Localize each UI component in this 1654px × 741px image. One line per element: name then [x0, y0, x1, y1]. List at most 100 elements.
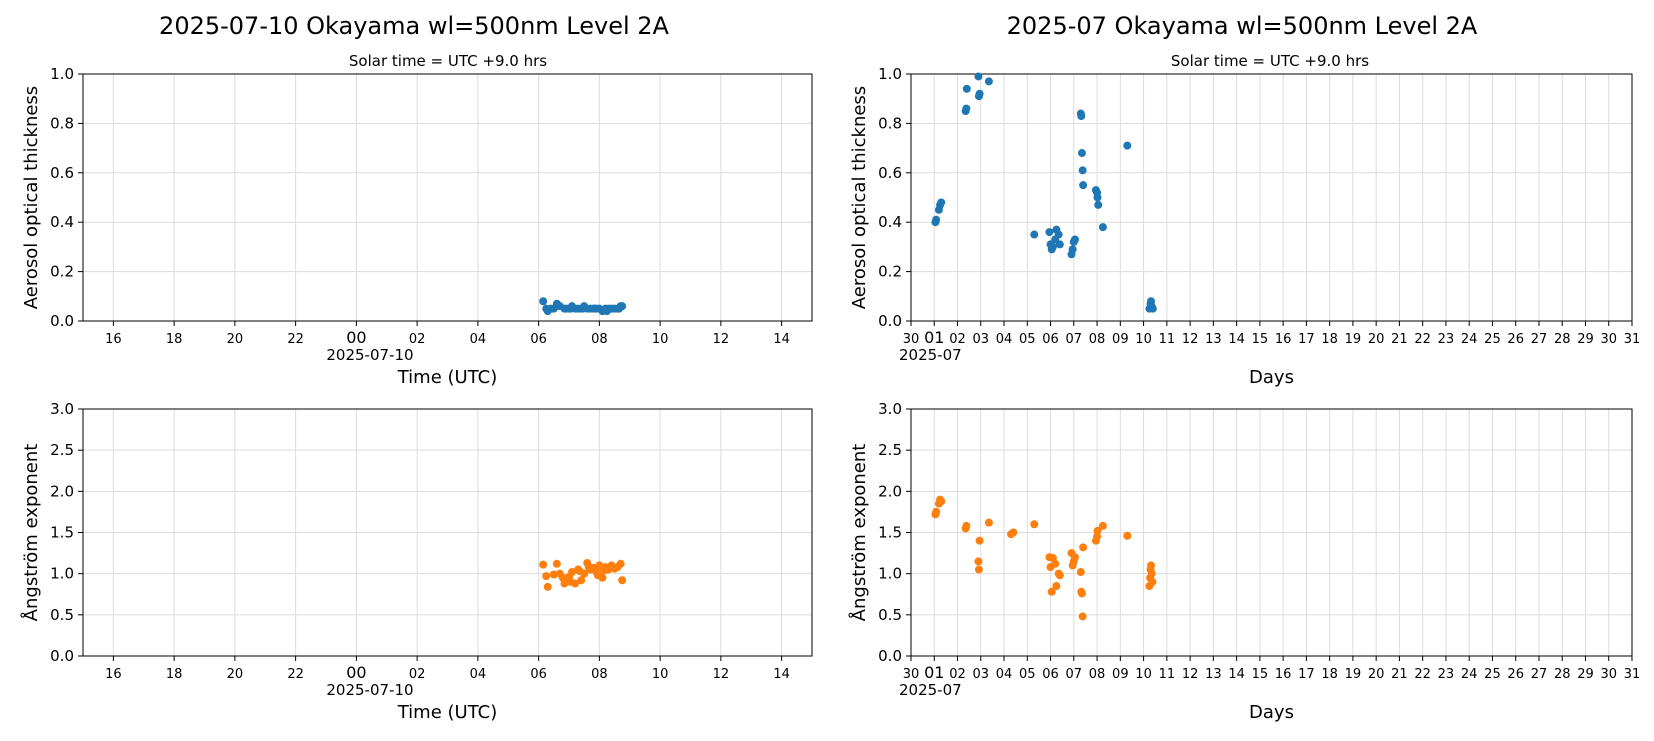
y-axis-label: Aerosol optical thickness: [849, 86, 870, 309]
data-point: [962, 104, 971, 113]
data-point: [984, 77, 993, 86]
x-tick-label: 08: [591, 667, 608, 682]
data-point: [1051, 559, 1060, 568]
data-point: [937, 198, 946, 207]
data-point: [602, 307, 611, 316]
data-point: [568, 568, 577, 577]
right-title: 2025-07 Okayama wl=500nm Level 2A: [1007, 12, 1478, 40]
x-tick-label: 18: [166, 667, 183, 682]
x-tick-label: 00: [346, 328, 366, 347]
data-point: [577, 576, 586, 585]
data-point: [1054, 230, 1063, 239]
data-point: [1068, 245, 1077, 254]
y-tick-label: 0.2: [50, 263, 74, 281]
data-point: [618, 576, 627, 585]
y-tick-label: 2.0: [50, 482, 74, 500]
data-point: [552, 299, 561, 308]
x-tick-label: 28: [1554, 667, 1571, 682]
x-tick-label: 02: [409, 332, 426, 347]
x-tick-label: 20: [227, 332, 244, 347]
x-tick-label: 28: [1554, 332, 1571, 347]
y-tick-label: 0.6: [50, 164, 74, 182]
data-point: [1009, 528, 1018, 537]
data-point: [1030, 230, 1039, 239]
y-tick-label: 3.0: [50, 400, 74, 418]
x-tick-label: 14: [1228, 332, 1245, 347]
x-tick-label: 02: [409, 667, 426, 682]
x-tick-label: 04: [996, 667, 1013, 682]
data-point: [1078, 166, 1087, 175]
x-axis-label: Days: [1249, 702, 1294, 723]
data-point: [1048, 242, 1057, 251]
x-tick-label: 22: [1414, 667, 1431, 682]
x-tick-label: 16: [105, 667, 122, 682]
plot-frame: [910, 408, 1633, 657]
data-point: [546, 304, 555, 313]
x-tick-label: 20: [227, 667, 244, 682]
x-tick-label: 10: [1135, 667, 1152, 682]
data-point: [539, 297, 548, 306]
x-tick-label: 16: [105, 332, 122, 347]
left-title: 2025-07-10 Okayama wl=500nm Level 2A: [159, 12, 669, 40]
y-tick-label: 0.4: [878, 213, 902, 231]
x-tick-label: 04: [470, 332, 487, 347]
x-date-sublabel: 2025-07: [899, 681, 962, 699]
x-axis-label: Time (UTC): [397, 702, 498, 723]
left-subtitle: Solar time = UTC +9.0 hrs: [349, 52, 547, 70]
data-point: [542, 572, 551, 581]
y-axis-label: Ångström exponent: [20, 444, 42, 622]
x-tick-label: 27: [1531, 332, 1548, 347]
x-tick-label: 30: [903, 667, 920, 682]
data-point: [937, 497, 946, 506]
x-tick-label: 12: [713, 332, 730, 347]
x-tick-label: 12: [1182, 667, 1199, 682]
chart-panel-2: 30 01 02 03 04 05 06 07 08 09 10 11 12 13 14 15 16 17 18 19…: [849, 65, 1640, 388]
data-point: [558, 573, 567, 582]
y-tick-label: 1.0: [50, 65, 74, 83]
data-point: [1030, 520, 1039, 529]
x-date-sublabel: 2025-07-10: [326, 681, 413, 699]
y-tick-label: 0.5: [878, 606, 902, 624]
data-point: [584, 563, 593, 572]
x-tick-label: 21: [1391, 332, 1408, 347]
data-point: [1123, 141, 1132, 150]
x-tick-label: 11: [1159, 332, 1176, 347]
plot-frame: [910, 73, 1633, 322]
y-tick-label: 1.0: [50, 565, 74, 583]
x-tick-label: 31: [1624, 332, 1641, 347]
data-point: [1079, 181, 1088, 190]
y-axis-label: Ångström exponent: [848, 444, 870, 622]
x-tick-label: 12: [1182, 332, 1199, 347]
y-tick-label: 1.0: [878, 565, 902, 583]
data-point: [1098, 521, 1107, 530]
y-tick-label: 0.4: [50, 213, 74, 231]
x-tick-label: 09: [1112, 332, 1129, 347]
x-tick-label: 25: [1484, 332, 1501, 347]
x-tick-label: 11: [1159, 667, 1176, 682]
data-point: [1078, 612, 1087, 621]
data-point: [962, 521, 971, 530]
x-tick-label: 30: [1600, 667, 1617, 682]
x-tick-label: 14: [773, 332, 790, 347]
y-tick-label: 1.5: [50, 524, 74, 542]
x-tick-label: 05: [1019, 667, 1036, 682]
x-tick-label: 07: [1066, 332, 1083, 347]
x-tick-label: 04: [996, 332, 1013, 347]
y-tick-label: 3.0: [878, 400, 902, 418]
x-tick-label: 02: [949, 667, 966, 682]
x-tick-label: 04: [470, 667, 487, 682]
x-tick-label: 22: [287, 332, 304, 347]
data-point: [975, 536, 984, 545]
x-tick-label: 14: [773, 667, 790, 682]
data-point: [1047, 587, 1056, 596]
x-tick-label: 20: [1368, 667, 1385, 682]
x-tick-label: 02: [949, 332, 966, 347]
data-point: [1077, 149, 1086, 158]
y-tick-label: 2.0: [878, 482, 902, 500]
data-point: [1052, 582, 1061, 591]
right-subtitle: Solar time = UTC +9.0 hrs: [1171, 52, 1369, 70]
data-point: [1148, 577, 1157, 586]
data-point: [566, 577, 575, 586]
data-point: [974, 72, 983, 81]
data-point: [543, 582, 552, 591]
